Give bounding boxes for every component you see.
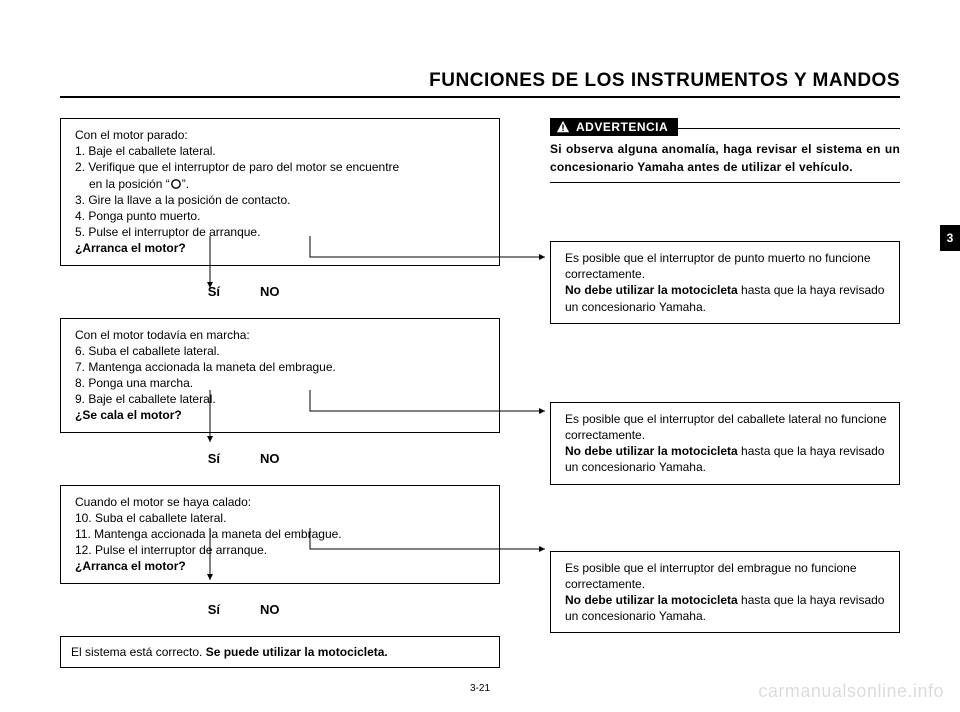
section-title: FUNCIONES DE LOS INSTRUMENTOS Y MANDOS — [429, 70, 900, 91]
box1-s5: 5. Pulse el interruptor de arranque. — [75, 224, 489, 240]
decision-1: Sí NO — [60, 284, 500, 300]
note2-l1: Es posible que el interruptor del caball… — [565, 412, 887, 442]
note-box-2: Es posible que el interruptor del caball… — [550, 402, 900, 485]
note3-l1: Es posible que el interruptor del embrag… — [565, 561, 857, 591]
flowchart-column: Con el motor parado: 1. Baje el caballet… — [60, 118, 500, 668]
final-text-b: Se puede utilizar la motocicleta. — [206, 645, 388, 659]
decision-3-no: NO — [240, 602, 360, 618]
content-columns: Con el motor parado: 1. Baje el caballet… — [60, 118, 900, 668]
right-boxes: Es posible que el interruptor de punto m… — [550, 241, 900, 633]
final-box: El sistema está correcto. Se puede utili… — [60, 636, 500, 668]
step-box-3: Cuando el motor se haya calado: 10. Suba… — [60, 485, 500, 584]
box1-s4: 4. Ponga punto muerto. — [75, 208, 489, 224]
note3-l2a: No debe utilizar la motocicleta — [565, 593, 738, 607]
box1-question: ¿Arranca el motor? — [75, 240, 489, 256]
box1-intro: Con el motor parado: — [75, 127, 489, 143]
page-number: 3-21 — [470, 683, 490, 694]
decision-2-yes: Sí — [60, 451, 240, 467]
decision-1-no: NO — [240, 284, 360, 300]
notes-column: ADVERTENCIA Si observa alguna anomalía, … — [550, 118, 900, 668]
note-box-3: Es posible que el interruptor del embrag… — [550, 551, 900, 634]
warning-label: ADVERTENCIA — [576, 120, 668, 134]
box2-s9: 9. Baje el caballete lateral. — [75, 391, 489, 407]
section-header: FUNCIONES DE LOS INSTRUMENTOS Y MANDOS — [60, 70, 900, 98]
final-text-a: El sistema está correcto. — [71, 645, 206, 659]
note1-l2a: No debe utilizar la motocicleta — [565, 283, 738, 297]
box1-s1: 1. Baje el caballete lateral. — [75, 143, 489, 159]
warning-badge: ADVERTENCIA — [550, 118, 678, 136]
step-box-1: Con el motor parado: 1. Baje el caballet… — [60, 118, 500, 266]
note1-l1: Es posible que el interruptor de punto m… — [565, 251, 871, 281]
warning-block: ADVERTENCIA Si observa alguna anomalía, … — [550, 118, 900, 183]
warning-triangle-icon — [556, 120, 570, 134]
box3-intro: Cuando el motor se haya calado: — [75, 494, 489, 510]
box1-s2-indent: en la posición “”. — [75, 176, 489, 192]
decision-3-yes: Sí — [60, 602, 240, 618]
box2-intro: Con el motor todavía en marcha: — [75, 327, 489, 343]
decision-2-no: NO — [240, 451, 360, 467]
box1-s3: 3. Gire la llave a la posición de contac… — [75, 192, 489, 208]
box3-question: ¿Arranca el motor? — [75, 558, 489, 574]
run-position-icon — [170, 178, 182, 190]
box3-s11: 11. Mantenga accionada la maneta del emb… — [75, 526, 489, 542]
warning-header-row: ADVERTENCIA — [550, 118, 900, 136]
warning-rule-top — [678, 128, 900, 129]
box2-s6: 6. Suba el caballete lateral. — [75, 343, 489, 359]
decision-3: Sí NO — [60, 602, 500, 618]
decision-1-yes: Sí — [60, 284, 240, 300]
page: FUNCIONES DE LOS INSTRUMENTOS Y MANDOS C… — [60, 70, 900, 668]
box1-s2: 2. Verifique que el interruptor de paro … — [75, 159, 489, 191]
note-box-1: Es posible que el interruptor de punto m… — [550, 241, 900, 324]
note2-l2a: No debe utilizar la motocicleta — [565, 444, 738, 458]
box2-s8: 8. Ponga una marcha. — [75, 375, 489, 391]
warning-text: Si observa alguna anomalía, haga revisar… — [550, 136, 900, 182]
chapter-tab: 3 — [940, 225, 960, 251]
decision-2: Sí NO — [60, 451, 500, 467]
box3-s10: 10. Suba el caballete lateral. — [75, 510, 489, 526]
box2-question: ¿Se cala el motor? — [75, 407, 489, 423]
warning-rule-bottom — [550, 182, 900, 183]
box3-s12: 12. Pulse el interruptor de arranque. — [75, 542, 489, 558]
box2-s7: 7. Mantenga accionada la maneta del embr… — [75, 359, 489, 375]
step-box-2: Con el motor todavía en marcha: 6. Suba … — [60, 318, 500, 433]
watermark: carmanualsonline.info — [758, 681, 944, 702]
